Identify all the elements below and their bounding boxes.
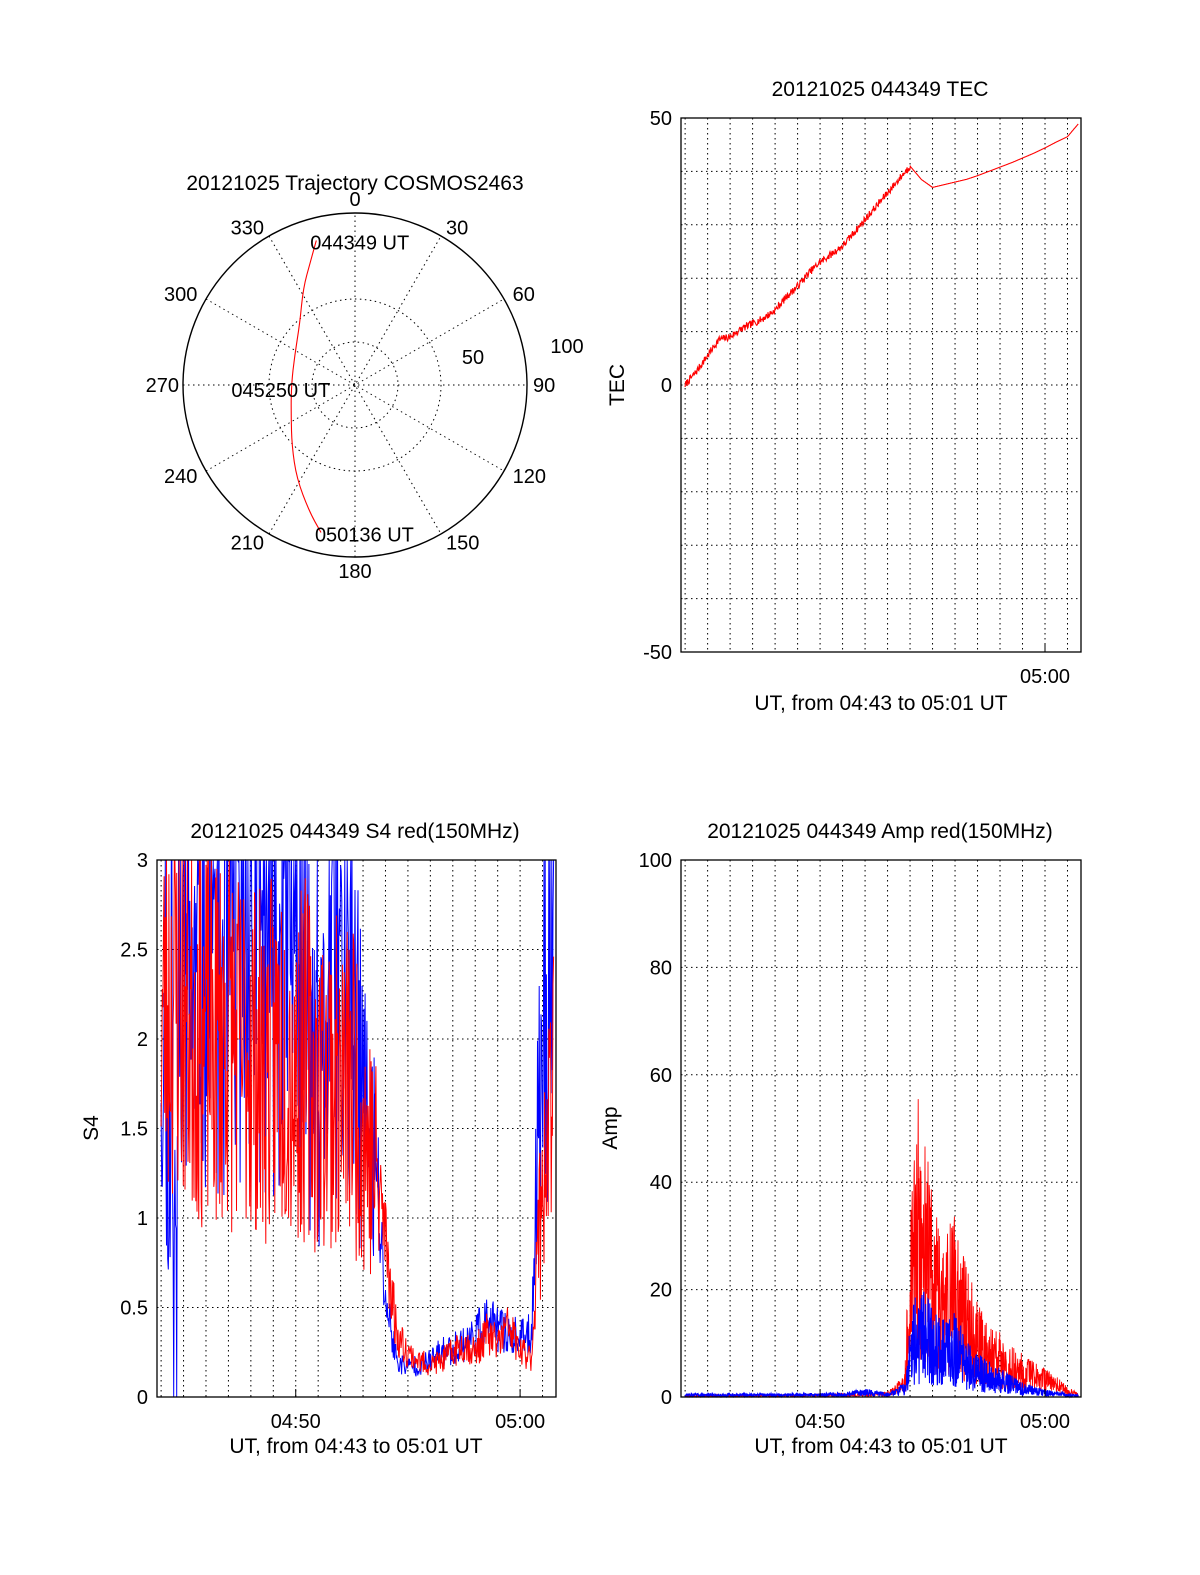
amp-ytick-label: 100 <box>639 850 672 872</box>
tec-xtick-label: 05:00 <box>1020 666 1070 688</box>
amp-ylabel: Amp <box>599 1106 622 1149</box>
s4-title: 20121025 044349 S4 red(150MHz) <box>190 820 519 843</box>
polar-radial-label: 50 <box>462 347 484 369</box>
polar-radial-labels: 50 100 <box>462 336 584 369</box>
s4-ytick-label: 0.5 <box>120 1298 148 1320</box>
trajectory-annotation: 044349 UT <box>310 232 409 254</box>
polar-angle-label: 0 <box>349 189 360 211</box>
s4-plot-frame <box>156 859 557 1398</box>
amp-panel: 20121025 044349 Amp red(150MHz) 04:50 05:… <box>599 820 1082 1458</box>
amp-xtick-label: 04:50 <box>795 1411 845 1433</box>
tec-ticks: 05:00 -50 0 50 <box>643 108 1070 688</box>
s4-ytick-label: 2.5 <box>120 940 148 962</box>
tec-title: 20121025 044349 TEC <box>772 78 989 101</box>
tec-grid <box>681 118 1081 652</box>
polar-grid <box>182 212 528 558</box>
polar-grid-circle-50 <box>268 298 442 472</box>
tec-plot-frame <box>680 117 1082 653</box>
polar-angle-label: 270 <box>146 375 179 397</box>
polar-angle-label: 210 <box>231 533 264 555</box>
amp-title: 20121025 044349 Amp red(150MHz) <box>707 820 1053 843</box>
trajectory-line <box>290 240 322 533</box>
amp-xtick-label: 05:00 <box>1020 1411 1070 1433</box>
amp-plot-frame <box>680 859 1082 1398</box>
s4-series <box>160 859 555 1398</box>
polar-series <box>290 240 322 533</box>
polar-angle-label: 150 <box>446 533 479 555</box>
tec-ylabel: TEC <box>606 364 629 406</box>
s4-ytick-label: 0 <box>137 1387 148 1409</box>
amp-ticks: 04:50 05:00 0 20 40 60 80 100 <box>639 850 1070 1433</box>
amp-xlabel: UT, from 04:43 to 05:01 UT <box>754 1435 1007 1458</box>
polar-angle-label: 240 <box>164 466 197 488</box>
s4-xtick-label: 04:50 <box>271 1411 321 1433</box>
tec-line <box>684 123 1079 388</box>
tec-panel: 20121025 044349 TEC 05:00 -50 0 50 UT, from… <box>606 78 1082 715</box>
polar-angle-label: 120 <box>513 466 546 488</box>
tec-ytick-label: 50 <box>650 108 672 130</box>
amp-ytick-label: 0 <box>661 1387 672 1409</box>
amp-ytick-label: 80 <box>650 957 672 979</box>
s4-ytick-label: 1.5 <box>120 1119 148 1141</box>
tec-series <box>684 123 1079 388</box>
amp-ytick-label: 60 <box>650 1065 672 1087</box>
s4-ytick-label: 2 <box>137 1029 148 1051</box>
s4-panel: 20121025 044349 S4 red(150MHz) 04:50 05:0… <box>80 820 557 1458</box>
s4-ticks: 04:50 05:00 0 0.5 1 1.5 2 2.5 3 <box>120 850 545 1433</box>
polar-angle-label: 90 <box>533 375 555 397</box>
s4-xtick-label: 05:00 <box>495 1411 545 1433</box>
polar-angle-label: 300 <box>164 284 197 306</box>
polar-annotations: 044349 UT 045250 UT 050136 UT <box>231 232 414 546</box>
amp-grid <box>681 860 1081 1397</box>
tec-ytick-label: -50 <box>643 642 672 664</box>
s4-line-red <box>160 859 555 1376</box>
tec-xlabel: UT, from 04:43 to 05:01 UT <box>754 692 1007 715</box>
trajectory-panel: 20121025 Trajectory COSMOS2463 0 30 60 90 12… <box>146 172 584 583</box>
amp-ytick-label: 40 <box>650 1172 672 1194</box>
tec-ytick-label: 0 <box>661 375 672 397</box>
polar-angle-labels: 0 30 60 90 120 150 180 210 240 270 300 330 <box>146 189 556 583</box>
trajectory-annotation: 045250 UT <box>231 380 330 402</box>
trajectory-title: 20121025 Trajectory COSMOS2463 <box>186 172 523 195</box>
polar-angle-label: 30 <box>446 217 468 239</box>
s4-ytick-label: 3 <box>137 850 148 872</box>
s4-ylabel: S4 <box>80 1115 103 1141</box>
polar-radial-label: 100 <box>550 336 583 358</box>
s4-xlabel: UT, from 04:43 to 05:01 UT <box>229 1435 482 1458</box>
polar-angle-label: 60 <box>513 284 535 306</box>
trajectory-annotation: 050136 UT <box>315 524 414 546</box>
polar-angle-label: 330 <box>231 217 264 239</box>
s4-ytick-label: 1 <box>137 1208 148 1230</box>
amp-ytick-label: 20 <box>650 1280 672 1302</box>
polar-angle-label: 180 <box>338 561 371 583</box>
